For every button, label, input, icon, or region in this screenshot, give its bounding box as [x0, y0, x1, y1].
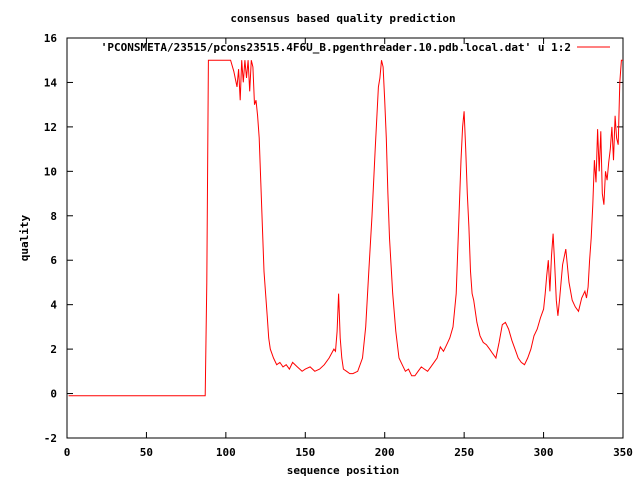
- x-tick-label: 100: [216, 446, 236, 459]
- chart-title: consensus based quality prediction: [230, 12, 455, 25]
- plot-area: [68, 59, 623, 397]
- series-line-0: [68, 59, 623, 397]
- y-tick-label: 16: [44, 32, 58, 45]
- legend: 'PCONSMETA/23515/pcons23515.4F6U_B.pgent…: [101, 41, 610, 54]
- plot-frame: [66, 37, 624, 439]
- axes: 0 50 100 150 200 250 300 350 -2 0 2 4 6 8 10 12 14 16: [44, 32, 633, 459]
- y-tick-label: 2: [50, 343, 57, 356]
- x-tick-label: 50: [140, 446, 153, 459]
- x-tick-label: 150: [295, 446, 315, 459]
- x-axis-label: sequence position: [287, 464, 400, 477]
- legend-label: 'PCONSMETA/23515/pcons23515.4F6U_B.pgent…: [101, 41, 571, 54]
- y-tick-label: 10: [44, 165, 57, 178]
- y-axis-label: quality: [18, 214, 31, 261]
- y-tick-label: 12: [44, 121, 57, 134]
- x-tick-label: 350: [613, 446, 633, 459]
- y-tick-label: 0: [50, 388, 57, 401]
- y-tick-label: -2: [44, 432, 57, 445]
- x-tick-label: 300: [534, 446, 554, 459]
- y-tick-label: 4: [50, 299, 57, 312]
- x-tick-label: 200: [375, 446, 395, 459]
- y-tick-label: 8: [50, 210, 57, 223]
- y-tick-label: 6: [50, 254, 57, 267]
- x-tick-label: 250: [454, 446, 474, 459]
- y-tick-label: 14: [44, 76, 58, 89]
- x-tick-label: 0: [64, 446, 71, 459]
